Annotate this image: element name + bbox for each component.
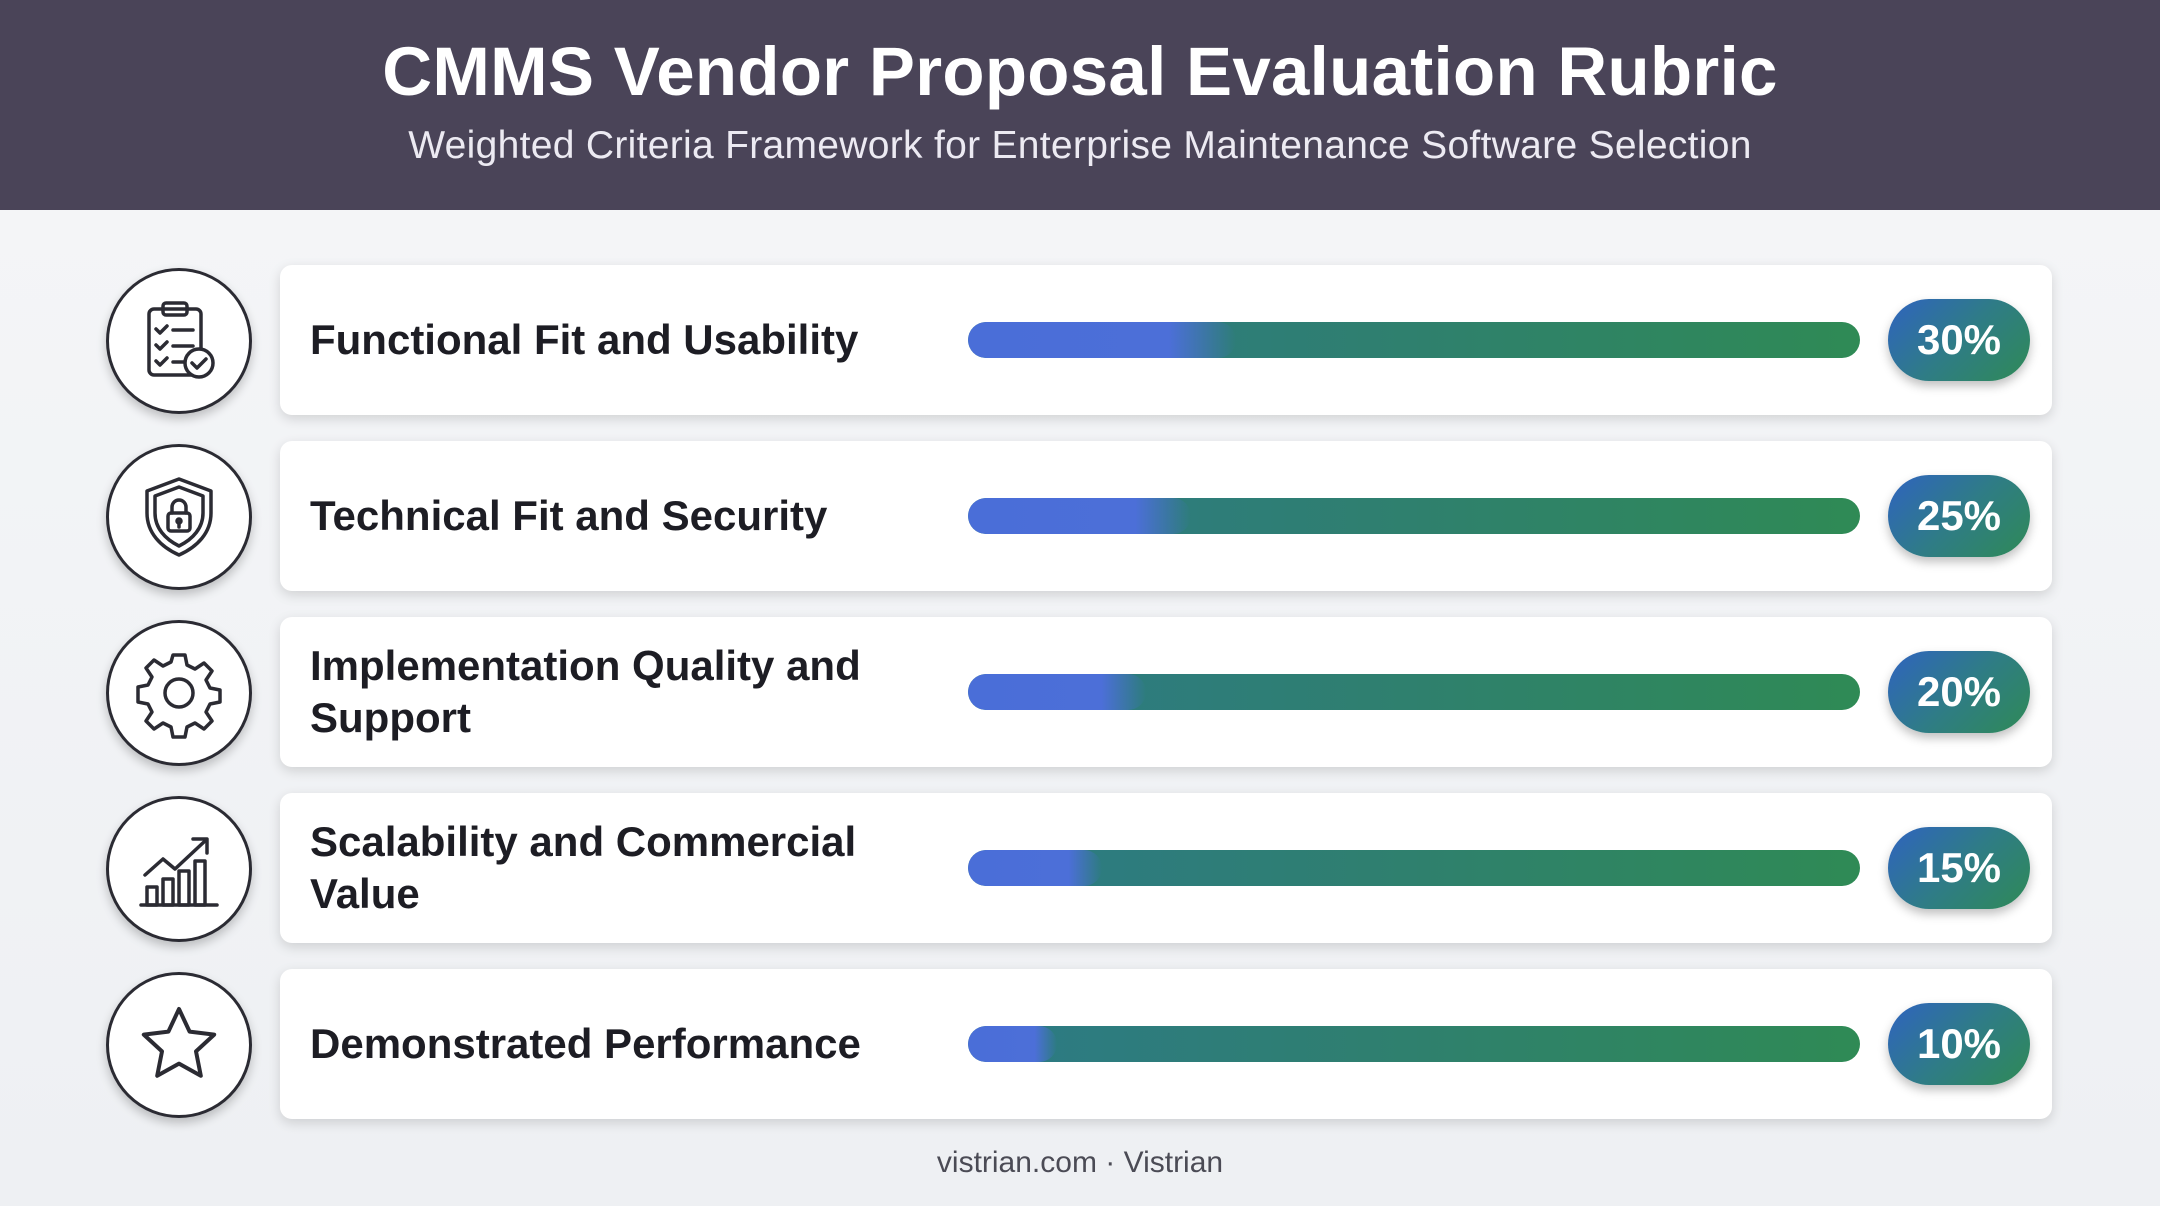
- weight-value-label: 25%: [1888, 475, 2030, 557]
- criterion-card: Functional Fit and Usability 30%: [280, 265, 2052, 415]
- weight-bar: [968, 498, 1191, 534]
- weight-bar-track: [968, 1026, 1860, 1062]
- criterion-row: Technical Fit and Security 25%: [0, 441, 2160, 593]
- criterion-label: Demonstrated Performance: [310, 1020, 861, 1067]
- weight-bar: [968, 850, 1102, 886]
- criterion-card: Demonstrated Performance 10%: [280, 969, 2052, 1119]
- criterion-card: Scalability and Commercial Value 15%: [280, 793, 2052, 943]
- weight-bar: [968, 1026, 1057, 1062]
- shield-lock-icon: [106, 444, 252, 590]
- growth-chart-icon: [106, 796, 252, 942]
- weight-value-label: 15%: [1888, 827, 2030, 909]
- weight-value-label: 10%: [1888, 1003, 2030, 1085]
- criterion-label: Technical Fit and Security: [310, 492, 828, 539]
- criterion-row: Implementation Quality and Support 20%: [0, 617, 2160, 769]
- footer-credit: vistrian.com · Vistrian: [936, 1146, 1224, 1179]
- criterion-card: Implementation Quality and Support 20%: [280, 617, 2052, 767]
- weight-bar: [968, 674, 1146, 710]
- header-banner: CMMS Vendor Proposal Evaluation Rubric W…: [0, 0, 2160, 210]
- criterion-label: Implementation Quality and Support: [310, 642, 861, 741]
- clipboard-checklist-icon: [106, 268, 252, 414]
- weight-bar-track: [968, 498, 1860, 534]
- star-icon: [106, 972, 252, 1118]
- criterion-row: Functional Fit and Usability 30%: [0, 265, 2160, 417]
- weight-bar-track: [968, 322, 1860, 358]
- criterion-label: Scalability and Commercial Value: [310, 818, 857, 917]
- criterion-row: Scalability and Commercial Value 15%: [0, 793, 2160, 945]
- page-title: CMMS Vendor Proposal Evaluation Rubric: [382, 33, 1778, 110]
- weight-bar-track: [968, 674, 1860, 710]
- weight-bar-track: [968, 850, 1860, 886]
- criterion-card: Technical Fit and Security 25%: [280, 441, 2052, 591]
- gear-icon: [106, 620, 252, 766]
- weight-value-label: 20%: [1888, 651, 2030, 733]
- weight-bar: [968, 322, 1236, 358]
- weight-value-label: 30%: [1888, 299, 2030, 381]
- criterion-row: Demonstrated Performance 10%: [0, 969, 2160, 1121]
- criterion-label: Functional Fit and Usability: [310, 316, 859, 363]
- page-subtitle: Weighted Criteria Framework for Enterpri…: [408, 124, 1752, 167]
